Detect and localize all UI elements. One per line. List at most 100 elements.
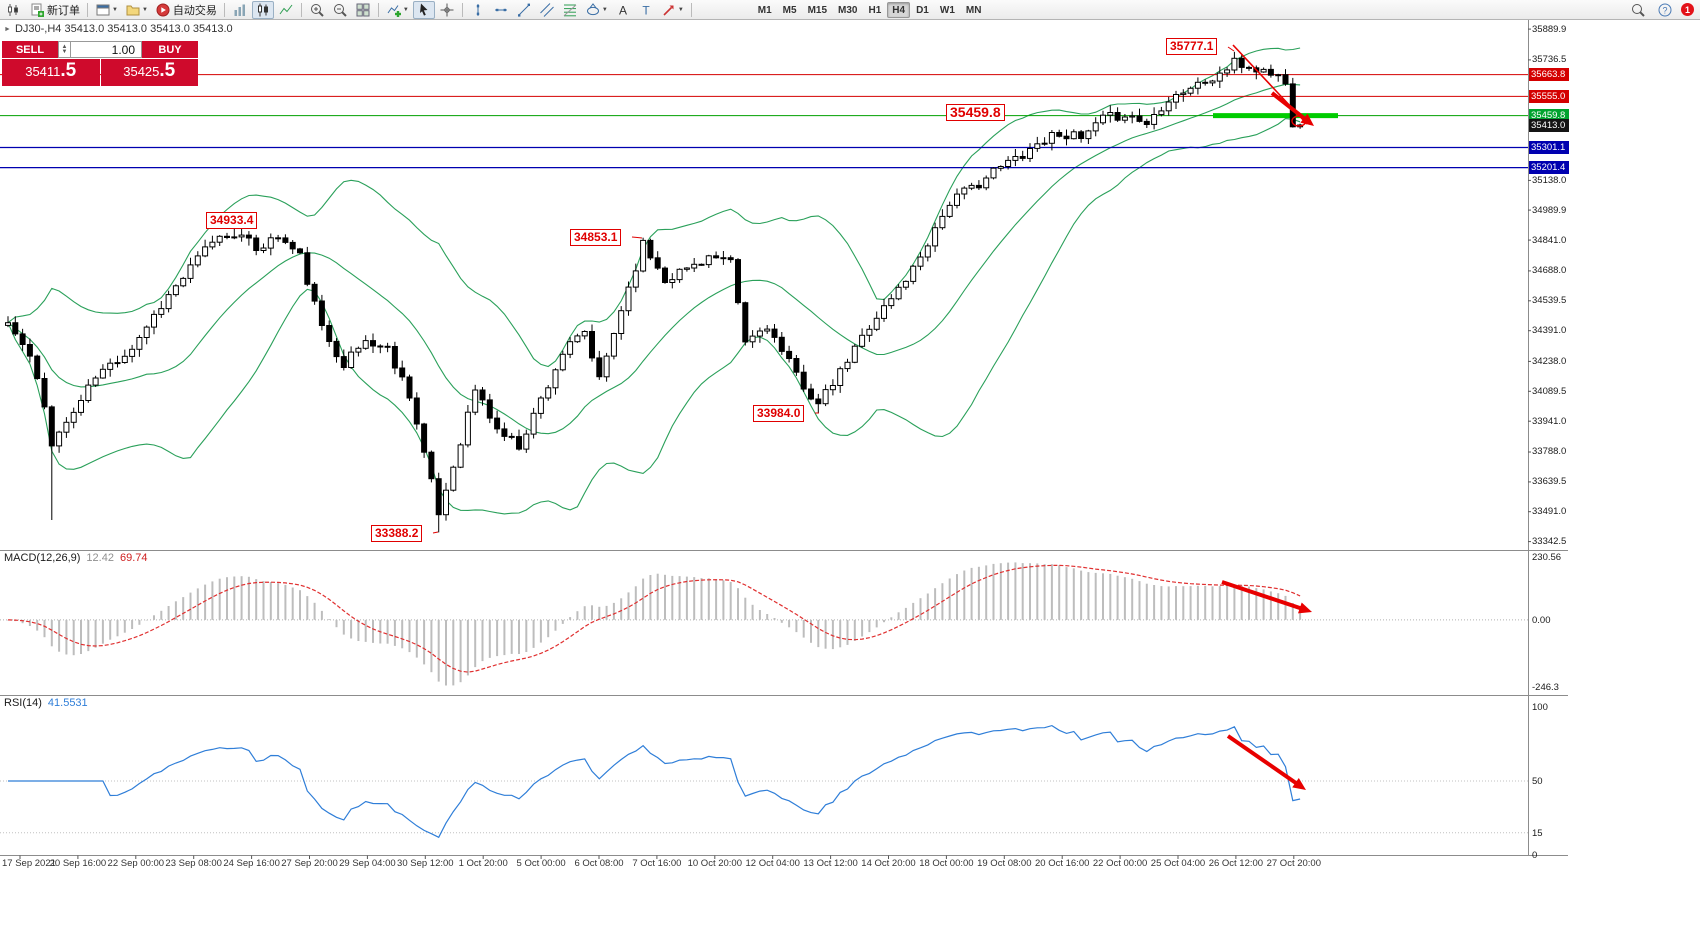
main-chart-pane[interactable] — [0, 44, 1528, 534]
profiles-icon[interactable]: ▼ — [122, 1, 151, 19]
price-axis-label: 35889.9 — [1532, 23, 1567, 35]
time-axis-label: 24 Sep 16:00 — [223, 858, 280, 869]
zoom-out-icon[interactable] — [329, 1, 351, 19]
last-candle-circle[interactable] — [1291, 115, 1307, 127]
collapse-triangle-icon[interactable]: ► — [4, 25, 11, 33]
notification-badge[interactable]: 1 — [1681, 3, 1694, 16]
toolbar-separator — [377, 2, 379, 17]
text-icon[interactable]: A — [612, 1, 634, 19]
zoom-in-icon[interactable] — [306, 1, 328, 19]
price-callout[interactable]: 34853.1 — [570, 229, 622, 246]
autotrade-glyph — [156, 3, 170, 16]
price-callout[interactable]: 33388.2 — [371, 525, 423, 542]
trendline-icon[interactable] — [513, 1, 535, 19]
window-glyph — [96, 4, 110, 15]
toolbar-separator — [461, 2, 463, 17]
rsi-down-arrow[interactable] — [1226, 734, 1306, 790]
timeframe-mn-button[interactable]: MN — [965, 4, 982, 16]
horizontal-level-lines[interactable] — [0, 74, 1528, 169]
price-axis-label: 33941.0 — [1532, 415, 1567, 427]
volume-stepper[interactable]: ▲ ▼ — [58, 41, 71, 58]
rsi-pane[interactable] — [0, 724, 1528, 839]
price-callout[interactable]: 35777.1 — [1166, 38, 1218, 55]
time-axis-label: 20 Sep 16:00 — [49, 858, 107, 869]
buy-price-button[interactable]: 35425.5 — [100, 59, 198, 86]
price-tag-blue: 35301.1 — [1529, 141, 1569, 155]
price-axis-label: 33788.0 — [1532, 446, 1567, 458]
autotrading-button[interactable]: 自动交易 — [152, 1, 220, 19]
price-axis-label: 33491.0 — [1532, 506, 1567, 518]
timeframe-w1-button[interactable]: W1 — [939, 4, 955, 16]
price-callout[interactable]: 35459.8 — [946, 104, 1005, 121]
label-icon[interactable]: T — [635, 1, 657, 19]
buy-price-main: 35425 — [123, 64, 160, 79]
line-chart-icon[interactable] — [275, 1, 297, 19]
channel-icon[interactable] — [536, 1, 558, 19]
sell-price-main: 35411 — [25, 64, 61, 79]
time-axis-label: 30 Sep 12:00 — [397, 858, 454, 869]
new-order-button[interactable]: 新订单 — [26, 1, 83, 19]
indicators-icon[interactable]: ▼ — [383, 1, 412, 19]
symbol-ohlc-line: ► DJ30-,H4 35413.0 35413.0 35413.0 35413… — [4, 23, 233, 35]
volume-input[interactable]: 1.00 — [71, 41, 142, 58]
price-callout[interactable]: 33984.0 — [753, 405, 805, 422]
rsi-value: 41.5531 — [47, 697, 88, 709]
toolbar-separator — [690, 2, 692, 17]
macd-signal-line — [7, 564, 1301, 673]
macd-signal-value: 69.74 — [119, 552, 148, 564]
main-toolbar: 新订单 ▼ ▼ 自动交易 ▼ ▼ A T ▼ M1 M5 M15 M30 H1 H4 D1 W1 MN ? 1 — [0, 0, 1700, 20]
bar-chart-icon[interactable] — [229, 1, 251, 19]
time-axis-label: 23 Sep 08:00 — [165, 858, 222, 869]
macd-pane[interactable] — [0, 562, 1528, 686]
search-icon[interactable] — [1627, 1, 1649, 19]
crosshair-icon[interactable] — [436, 1, 458, 19]
help-icon[interactable]: ? — [1654, 1, 1676, 19]
fibo-glyph — [563, 4, 577, 16]
bollinger-bands — [7, 47, 1301, 515]
price-tag-red: 35663.8 — [1529, 68, 1569, 82]
timeframe-h1-button[interactable]: H1 — [868, 4, 882, 16]
macd-down-arrow[interactable] — [1221, 580, 1312, 614]
horizontal-line-icon[interactable] — [490, 1, 512, 19]
timeframe-m30-button[interactable]: M30 — [838, 4, 858, 16]
shapes-icon[interactable]: ▼ — [582, 1, 611, 19]
timeframe-d1-button[interactable]: D1 — [916, 4, 929, 16]
fibonacci-icon[interactable] — [559, 1, 581, 19]
chart-canvas[interactable] — [0, 20, 1568, 872]
candles-glyph — [257, 3, 268, 16]
cursor-glyph — [419, 3, 428, 16]
time-axis-label: 22 Sep 00:00 — [107, 858, 165, 869]
price-tag-black: 35413.0 — [1529, 118, 1569, 132]
arrows-icon[interactable]: ▼ — [658, 1, 687, 19]
sell-button[interactable]: SELL — [2, 41, 58, 58]
chart-mini-icon[interactable] — [3, 1, 25, 19]
price-axis-label: 34238.0 — [1532, 355, 1567, 367]
timeframe-m1-button[interactable]: M1 — [757, 4, 772, 16]
arrowsym-glyph — [663, 5, 674, 16]
timeframe-m15-button[interactable]: M15 — [807, 4, 828, 16]
price-axis-label: 34391.0 — [1532, 325, 1567, 337]
chart-window-dj30-h4: ► DJ30-,H4 35413.0 35413.0 35413.0 35413… — [0, 20, 1569, 872]
vertical-line-icon[interactable] — [467, 1, 489, 19]
rsi-label-text: RSI(14) — [4, 697, 42, 709]
time-axis-label: 17 Sep 2021 — [2, 858, 56, 869]
sell-price-button[interactable]: 35411.5 — [2, 59, 100, 86]
macd-indicator-label: MACD(12,26,9) 12.42 69.74 — [4, 552, 147, 564]
time-axis-label: 19 Oct 08:00 — [977, 858, 1032, 869]
new-chart-icon[interactable]: ▼ — [92, 1, 121, 19]
labelT-glyph: T — [642, 3, 650, 17]
timeframe-h4-button[interactable]: H4 — [887, 1, 911, 18]
buy-button[interactable]: BUY — [142, 41, 198, 58]
price-callout[interactable]: 34933.4 — [206, 212, 258, 229]
stepper-up-icon[interactable]: ▲ — [61, 43, 68, 50]
time-axis-label: 26 Oct 12:00 — [1208, 858, 1264, 869]
timeframe-m5-button[interactable]: M5 — [782, 4, 797, 16]
time-axis-label: 25 Oct 04:00 — [1150, 858, 1206, 869]
candlestick-chart-icon[interactable] — [251, 0, 274, 19]
candlemini-glyph — [8, 3, 18, 16]
tile-windows-icon[interactable] — [352, 1, 374, 19]
price-axis-label: 34688.0 — [1532, 265, 1567, 277]
stepper-down-icon[interactable]: ▼ — [61, 48, 68, 55]
cursor-icon[interactable] — [412, 0, 435, 19]
shapes-glyph — [586, 2, 599, 15]
